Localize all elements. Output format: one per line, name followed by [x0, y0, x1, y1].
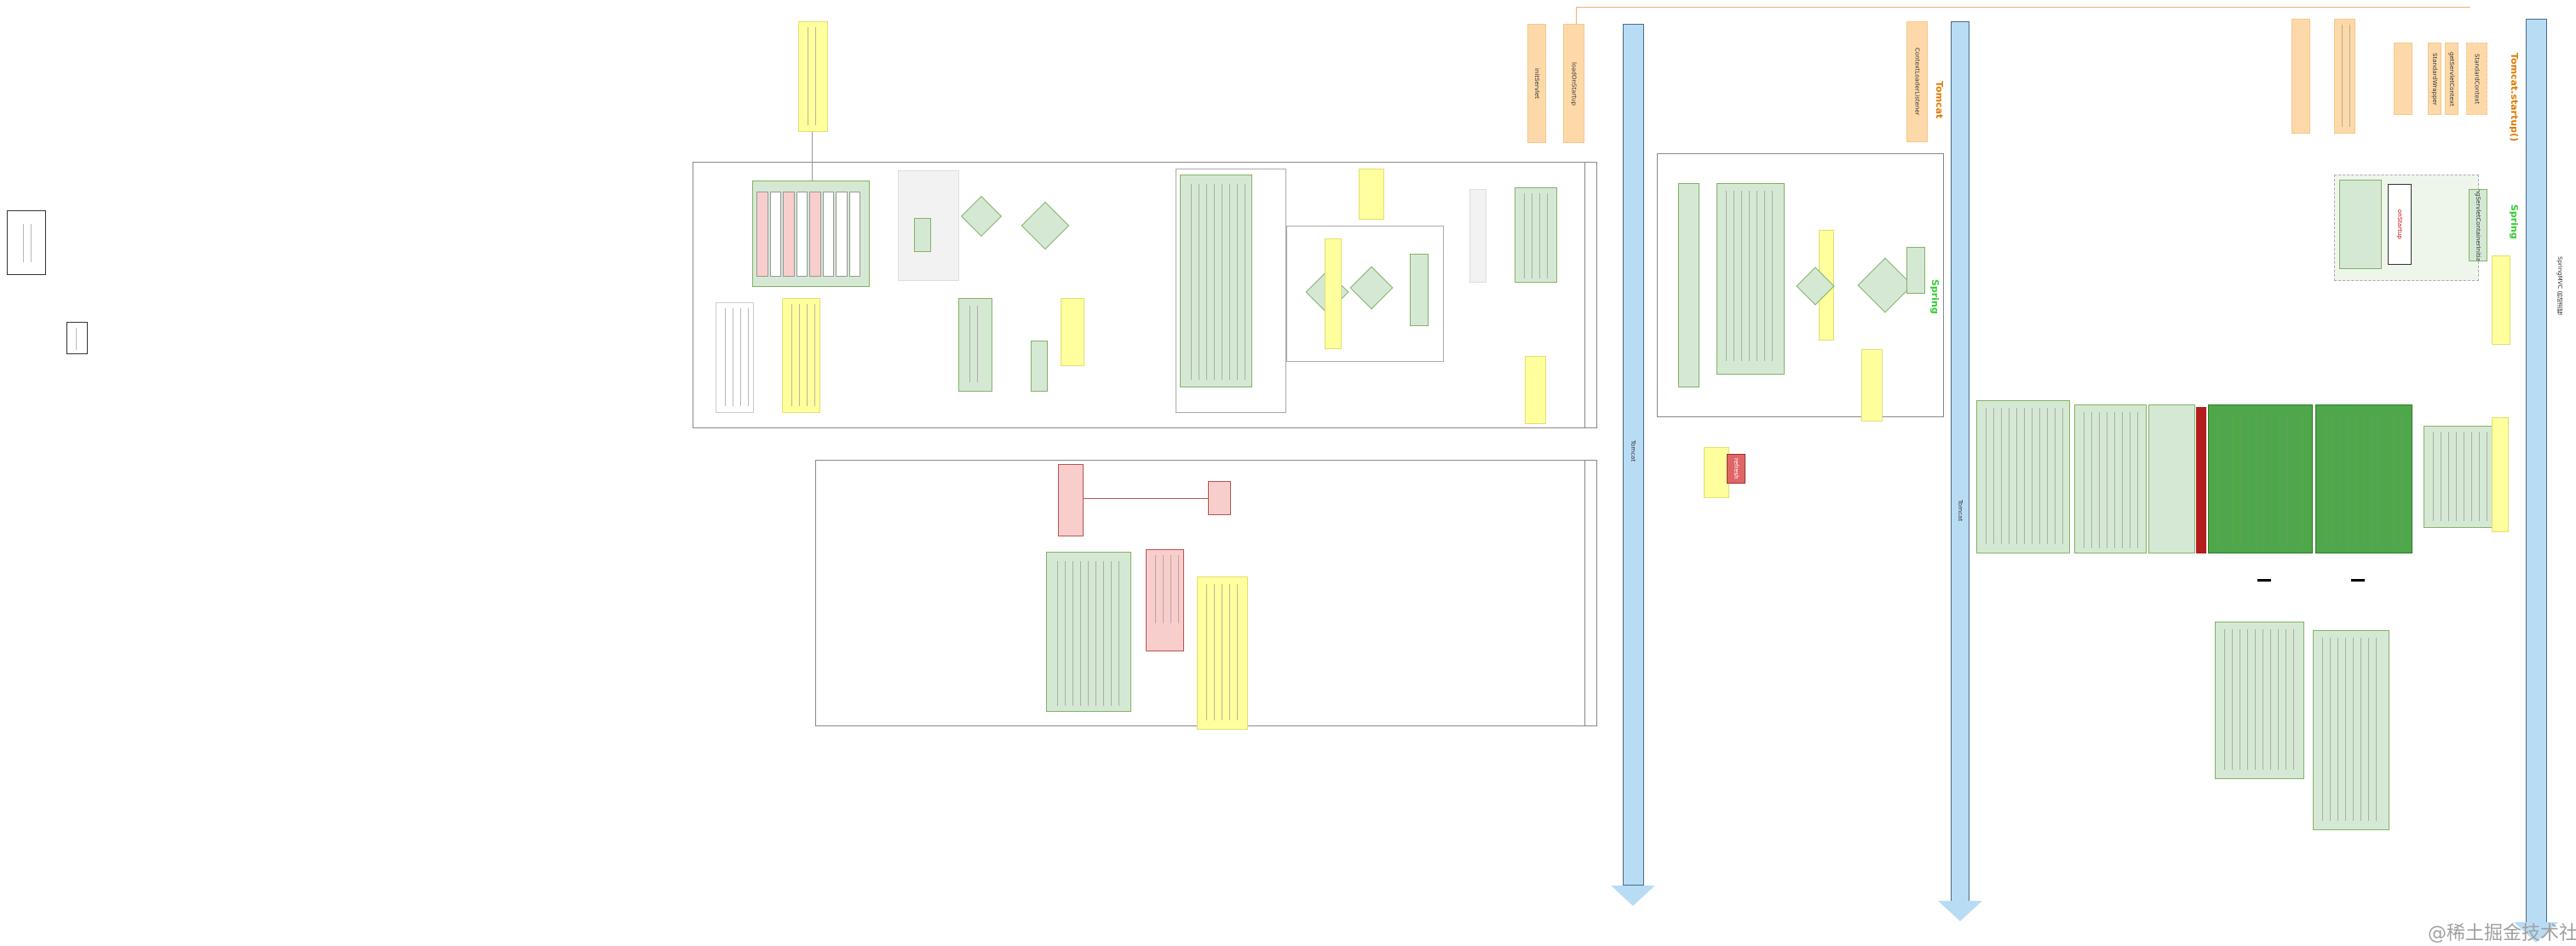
legend-text: [72, 328, 83, 350]
note: [1061, 298, 1084, 366]
note: [1359, 169, 1384, 220]
note: [2492, 417, 2509, 532]
lane-arrowhead: [1611, 886, 1655, 906]
tomcat-node: [2291, 19, 2310, 134]
highlight-node: [1208, 481, 1231, 515]
separator: [2351, 579, 2365, 582]
legend-box-small: [66, 322, 88, 354]
standard-context-node: StandardContext: [2466, 43, 2487, 115]
code-note: [716, 302, 754, 413]
tomcat-node: [2394, 43, 2412, 115]
note: [1704, 447, 1729, 498]
refresh-node: refresh: [1727, 454, 1745, 484]
section-label-tomcat-startup: Tomcat.startup(): [2509, 53, 2520, 142]
legend-text: [20, 224, 33, 262]
bean-node: [2074, 404, 2147, 553]
section-label-spring: Spring: [2509, 204, 2520, 239]
context-loader-listener-node: ContextLoaderListener: [1906, 21, 1928, 142]
standard-wrapper-node: StandardWrapper: [2428, 43, 2441, 115]
group-frame-header: [1584, 162, 1597, 428]
section-label-spring: Spring: [1929, 279, 1941, 314]
connector: [1576, 7, 2470, 8]
lane-label: Tomcat: [1957, 500, 1964, 522]
process-node: [1410, 254, 1429, 326]
note: [1525, 356, 1546, 424]
note: [798, 21, 828, 132]
process-node: [1031, 341, 1048, 392]
separator: [2257, 579, 2271, 582]
connector: [812, 132, 813, 181]
code-node: [2313, 630, 2389, 830]
process-node: [1515, 187, 1557, 283]
process-node: [1678, 183, 1699, 387]
lane-label: Tomcat: [1630, 440, 1636, 462]
note: [782, 298, 820, 413]
note: [2492, 255, 2510, 345]
process-node: [1469, 189, 1486, 283]
gray-group: [898, 170, 959, 281]
diagram-title: SpringMVC 启动流程: [2556, 255, 2563, 315]
on-startup-label: onStartup: [2388, 184, 2412, 265]
get-servlet-context-node: getServletContext: [2445, 43, 2458, 115]
connector: [1576, 7, 1577, 24]
tomcat-node: [2334, 19, 2355, 134]
process-node-large: [1046, 552, 1131, 712]
bean-node-dark: [2208, 404, 2313, 553]
bean-node: [2148, 404, 2195, 553]
config-table-node: [752, 181, 870, 287]
bean-node-dark: [2315, 404, 2412, 553]
process-node: [1906, 247, 1925, 294]
lane-arrow-3: [2526, 19, 2547, 924]
load-on-startup-node: loadOnStartup: [1563, 24, 1584, 143]
section-label-tomcat: Tomcat: [1934, 81, 1945, 119]
highlight-node: [1146, 549, 1184, 651]
watermark: @稀土掘金技术社区: [2428, 923, 2576, 944]
spring-servlet-container-initializer-node: SpringServletContainerInitializer: [2469, 189, 2487, 261]
highlight-bar: [2196, 407, 2206, 553]
on-startup-group: onStartup: [2334, 175, 2479, 281]
code-node: [2215, 622, 2304, 779]
lane-arrowhead: [2514, 922, 2558, 943]
note: [1197, 576, 1248, 730]
connector: [1084, 498, 1208, 499]
group-frame-context-loader: [1657, 153, 1944, 417]
lane-arrowhead: [1938, 901, 1982, 921]
legend-box: [7, 210, 46, 275]
process-node: [958, 298, 992, 392]
lane-arrow-2: [1951, 21, 1969, 903]
note: [1861, 349, 1883, 421]
process-node: [2424, 426, 2504, 528]
process-node-large: [1180, 175, 1252, 387]
highlight-node: [1058, 464, 1084, 536]
note: [1325, 238, 1342, 349]
bean-node: [1976, 400, 2070, 553]
init-servlet-node: initServlet: [1527, 24, 1546, 143]
group-frame-header: [1584, 460, 1597, 726]
lane-arrow-1: [1623, 24, 1644, 886]
process-node-large: [1716, 183, 1785, 375]
